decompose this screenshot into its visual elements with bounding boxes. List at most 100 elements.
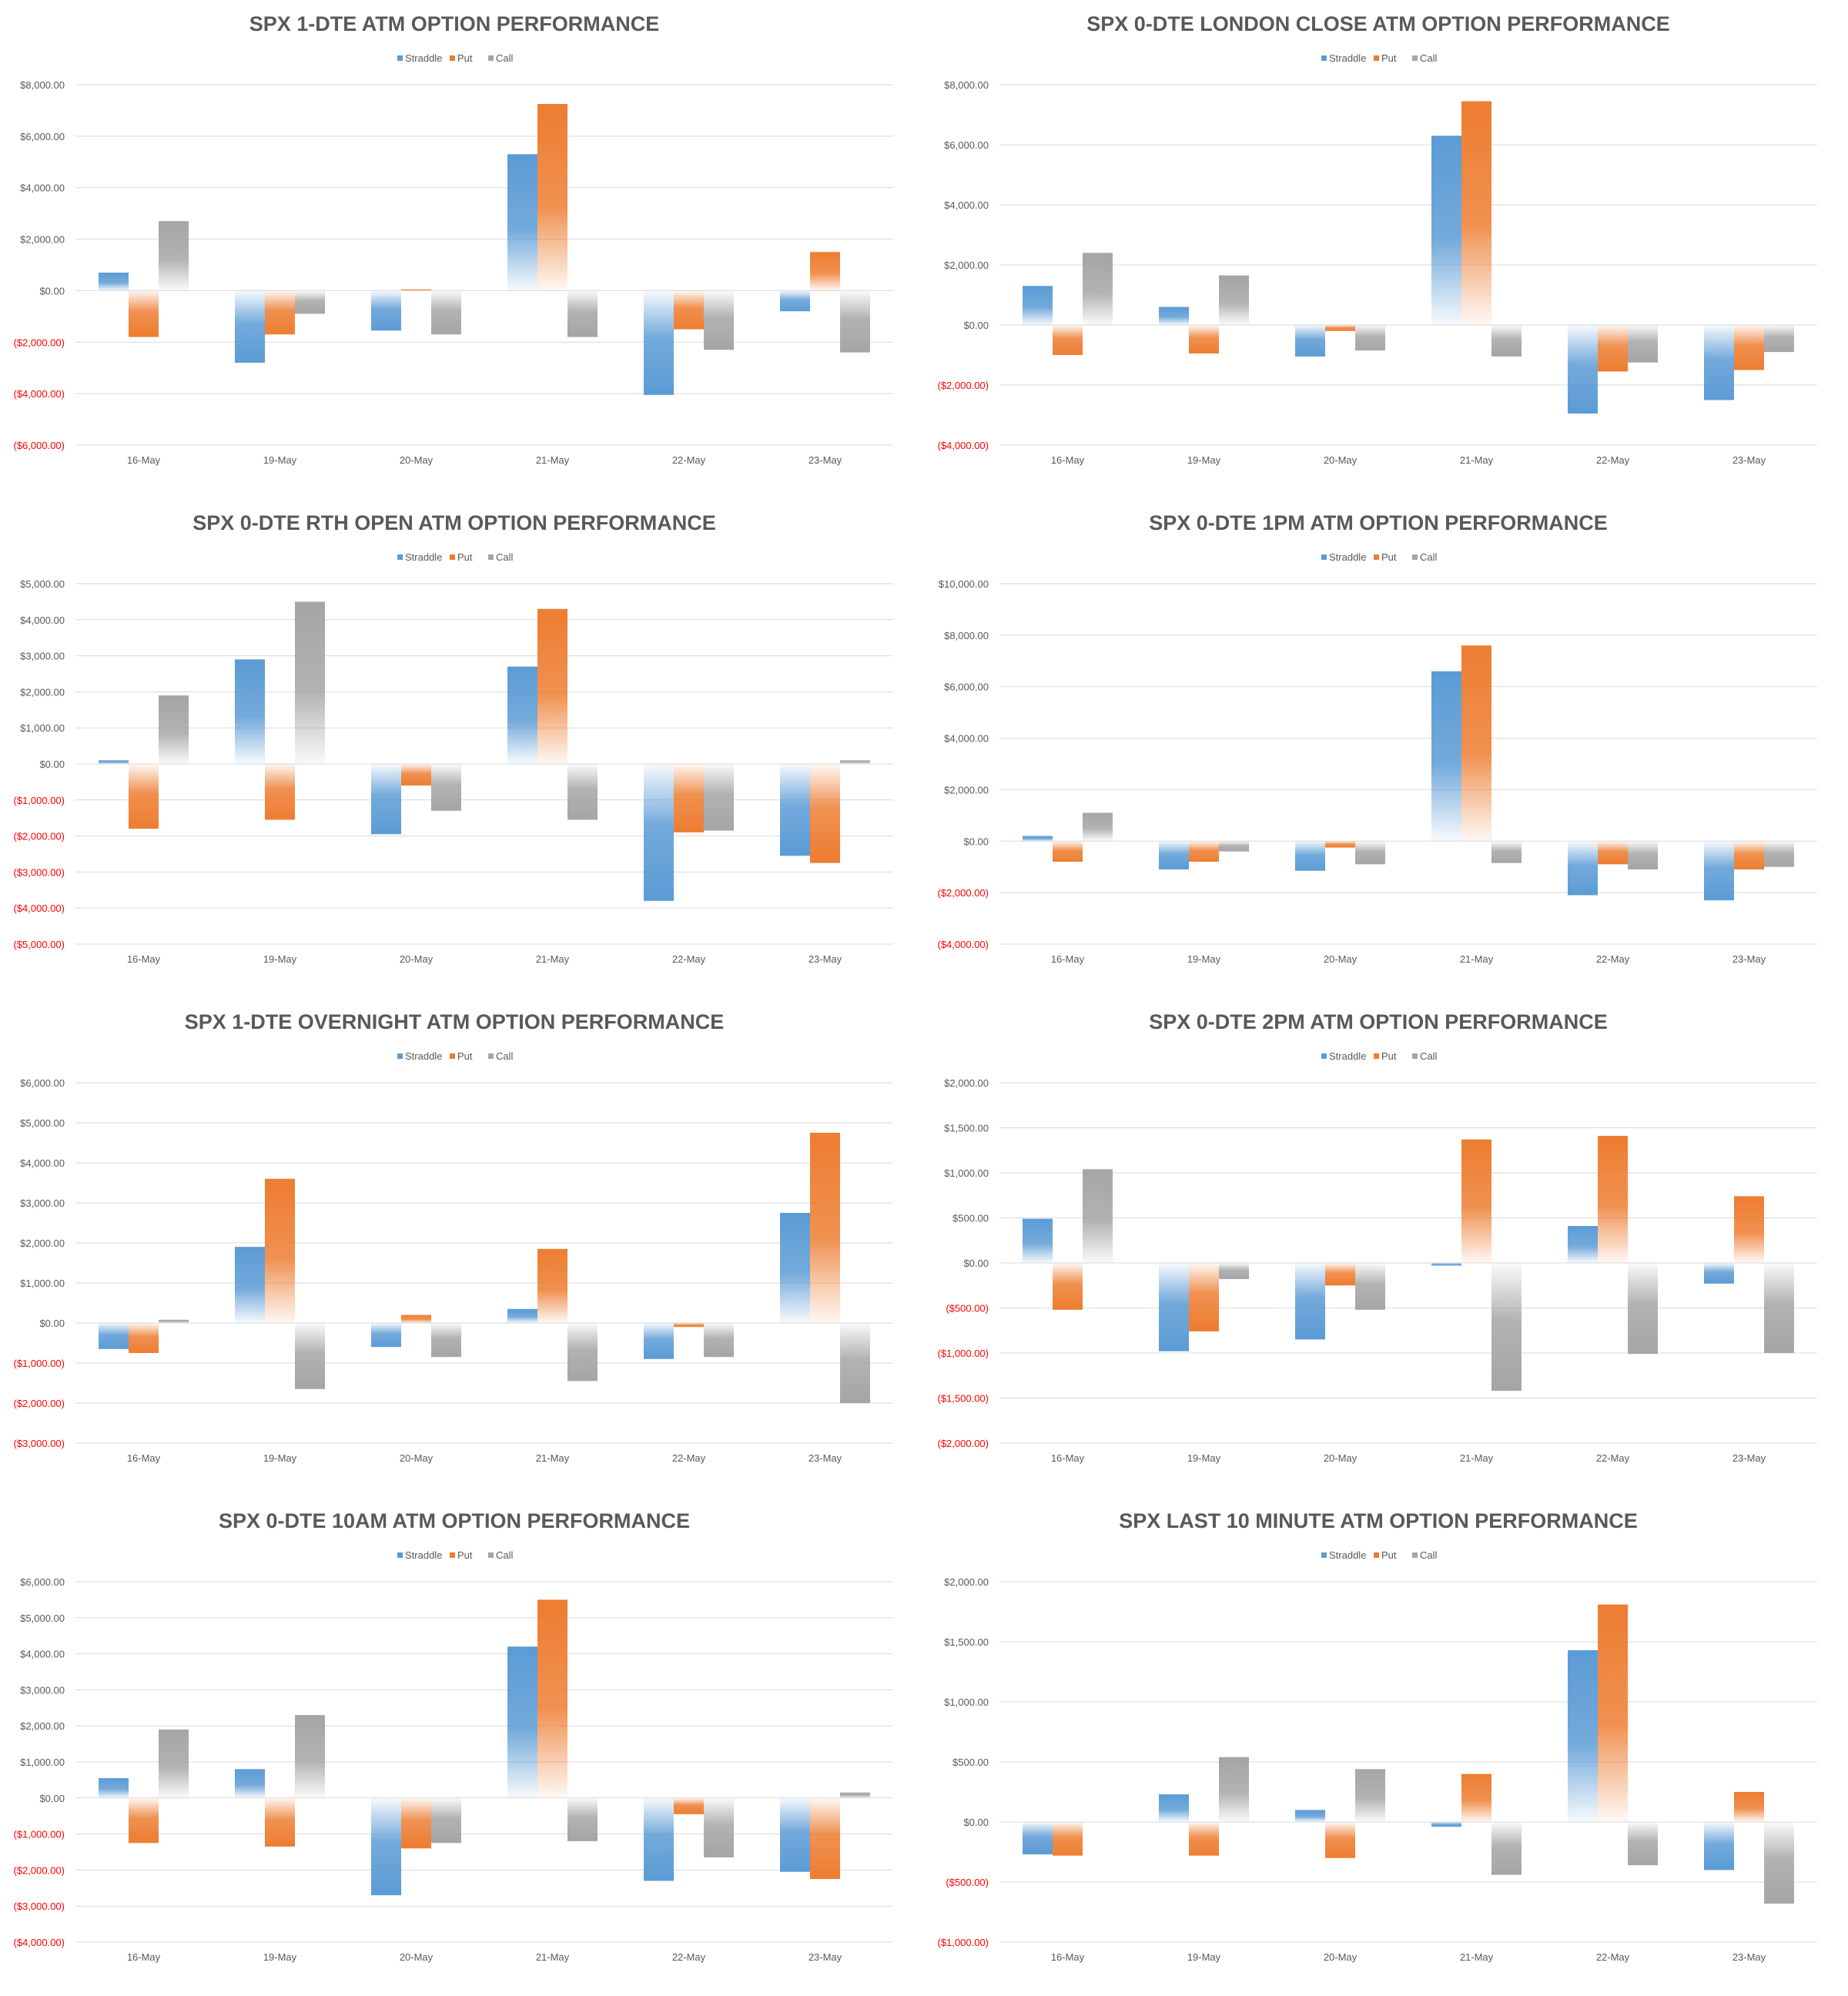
legend-swatch-put — [450, 1552, 455, 1558]
x-tick-label: 19-May — [1187, 454, 1221, 466]
legend-swatch-straddle — [1321, 55, 1327, 61]
bar-put-23-may — [810, 764, 840, 863]
legend-call: Call — [488, 1549, 514, 1561]
x-tick-label: 20-May — [400, 953, 434, 965]
bar-straddle-20-may — [1295, 1810, 1325, 1822]
x-tick-label: 23-May — [1732, 1951, 1766, 1963]
legend-swatch-straddle — [1321, 1053, 1327, 1059]
bar-put-23-may — [810, 1797, 840, 1880]
chart-panel-last-10-minute: SPX LAST 10 MINUTE ATM OPTION PERFORMANC… — [924, 1497, 1848, 1996]
bar-call-22-may — [1628, 1822, 1658, 1866]
bar-put-22-may — [1598, 1136, 1628, 1263]
x-tick-label: 22-May — [672, 953, 706, 965]
legend-label-put: Put — [1381, 551, 1397, 563]
bar-straddle-22-may — [644, 764, 674, 901]
y-tick-label: ($1,000.00) — [14, 1829, 65, 1840]
bar-put-16-may — [1053, 1263, 1083, 1310]
legend-call: Call — [1412, 1050, 1438, 1062]
bar-straddle-23-may — [780, 1797, 810, 1872]
bar-call-19-may — [295, 290, 325, 314]
x-tick-label: 21-May — [536, 454, 570, 466]
x-tick-label: 20-May — [400, 454, 434, 466]
legend-swatch-call — [1412, 1552, 1418, 1558]
y-tick-label: ($6,000.00) — [14, 440, 65, 451]
bar-put-22-may — [1598, 325, 1628, 372]
y-tick-label: ($2,000.00) — [14, 337, 65, 348]
y-tick-label: ($3,000.00) — [14, 866, 65, 878]
legend-put: Put — [450, 1549, 473, 1561]
chart-panel-london-close: SPX 0-DTE LONDON CLOSE ATM OPTION PERFOR… — [924, 0, 1848, 499]
x-tick-label: 20-May — [1324, 454, 1358, 466]
bar-straddle-16-may — [99, 760, 129, 764]
bar-put-23-may — [810, 1133, 840, 1323]
x-tick-label: 19-May — [1187, 1951, 1221, 1963]
legend-label-put: Put — [457, 52, 473, 64]
legend-swatch-call — [1412, 554, 1418, 560]
bar-call-20-may — [1355, 1263, 1385, 1310]
bar-call-23-may — [840, 1323, 870, 1403]
bar-put-21-may — [1461, 1139, 1491, 1263]
y-tick-label: $1,000.00 — [20, 722, 65, 734]
bar-call-21-may — [1491, 1822, 1522, 1875]
bar-straddle-22-may — [1568, 841, 1598, 896]
legend-swatch-straddle — [1321, 1552, 1327, 1558]
bar-call-22-may — [1628, 325, 1658, 363]
bar-put-22-may — [674, 1797, 704, 1814]
bar-straddle-23-may — [1704, 841, 1734, 901]
x-tick-label: 23-May — [1732, 454, 1766, 466]
legend-swatch-call — [1412, 55, 1418, 61]
bar-call-20-may — [1355, 841, 1385, 865]
y-tick-label: $1,000.00 — [20, 1757, 65, 1768]
chart-svg: SPX 0-DTE 10AM ATM OPTION PERFORMANCE Str… — [14, 1509, 893, 1963]
x-tick-label: 22-May — [1596, 953, 1630, 965]
bar-put-21-may — [537, 1599, 567, 1798]
bar-call-16-may — [159, 695, 189, 764]
legend-call: Call — [1412, 52, 1438, 64]
bar-straddle-16-may — [1023, 836, 1053, 842]
x-tick-label: 23-May — [808, 454, 842, 466]
bar-call-23-may — [1764, 325, 1794, 353]
bar-straddle-16-may — [99, 1778, 129, 1798]
x-tick-label: 19-May — [1187, 953, 1221, 965]
bar-put-22-may — [674, 1323, 704, 1328]
bar-call-16-may — [1083, 812, 1113, 842]
chart-title: SPX 1-DTE OVERNIGHT ATM OPTION PERFORMAN… — [185, 1010, 725, 1033]
chart-svg: SPX LAST 10 MINUTE ATM OPTION PERFORMANC… — [938, 1509, 1817, 1963]
y-tick-label: $1,000.00 — [944, 1167, 989, 1179]
bar-call-16-may — [1083, 253, 1113, 325]
x-tick-label: 23-May — [808, 1951, 842, 1963]
bar-call-22-may — [704, 290, 734, 350]
y-tick-label: $1,000.00 — [944, 1696, 989, 1708]
bar-put-21-may — [537, 608, 567, 764]
bar-put-19-may — [1189, 841, 1219, 862]
chart-title: SPX 0-DTE RTH OPEN ATM OPTION PERFORMANC… — [192, 511, 716, 534]
legend-label-straddle: Straddle — [405, 1050, 442, 1062]
legend-label-put: Put — [1381, 1549, 1397, 1561]
y-tick-label: $6,000.00 — [944, 682, 989, 693]
legend-swatch-put — [1374, 55, 1379, 61]
y-tick-label: $0.00 — [963, 1258, 989, 1269]
legend-label-put: Put — [1381, 52, 1397, 64]
x-tick-label: 23-May — [808, 953, 842, 965]
bar-call-22-may — [1628, 1263, 1658, 1355]
x-tick-label: 21-May — [1460, 454, 1494, 466]
legend-swatch-straddle — [397, 1552, 403, 1558]
bar-straddle-22-may — [1568, 1649, 1598, 1822]
legend-label-call: Call — [496, 551, 514, 563]
bar-straddle-23-may — [1704, 1822, 1734, 1870]
legend-put: Put — [1374, 1549, 1397, 1561]
bar-put-20-may — [1325, 325, 1355, 331]
legend-call: Call — [488, 52, 514, 64]
bar-call-22-may — [704, 1323, 734, 1358]
chart-title: SPX 0-DTE LONDON CLOSE ATM OPTION PERFOR… — [1086, 12, 1670, 35]
legend-label-call: Call — [1420, 52, 1438, 64]
legend-swatch-straddle — [397, 55, 403, 61]
y-tick-label: $2,000.00 — [944, 1576, 989, 1588]
legend-swatch-call — [488, 1552, 494, 1558]
legend-swatch-call — [488, 55, 494, 61]
bar-straddle-19-may — [235, 659, 265, 764]
bar-straddle-22-may — [1568, 325, 1598, 414]
y-tick-label: $4,000.00 — [20, 183, 65, 194]
legend-straddle: Straddle — [1321, 1050, 1366, 1062]
bar-straddle-16-may — [99, 273, 129, 291]
